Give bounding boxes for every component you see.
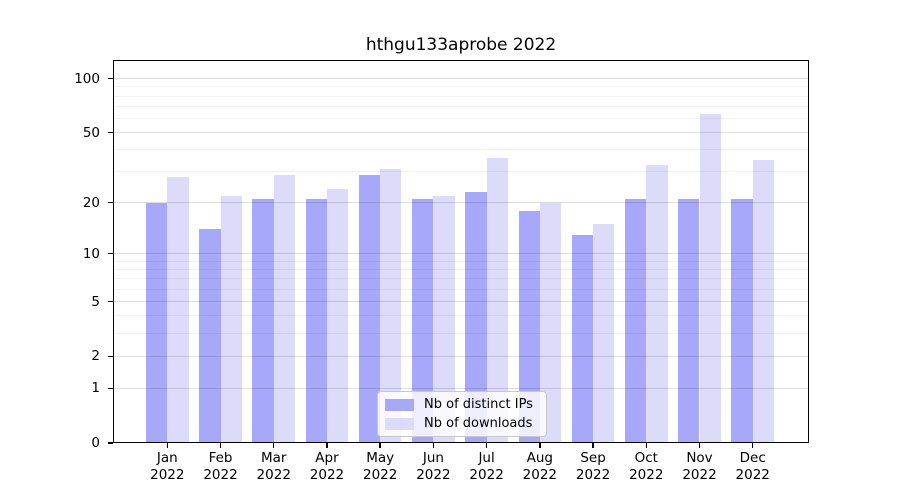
x-tick-label-may: May 2022 (362, 450, 398, 483)
y-tick-0 (108, 442, 113, 444)
gridline-major-50 (113, 132, 809, 134)
gridline-major-5 (113, 301, 809, 303)
x-tick-may (379, 443, 381, 448)
bar-nb-of-distinct-ips-sep (571, 234, 594, 443)
x-tick-jun (432, 443, 435, 448)
x-tick-mar (273, 443, 275, 448)
x-tick-nov (698, 443, 701, 448)
y-tick-50 (108, 131, 113, 134)
legend-label-downloads: Nb of downloads (424, 416, 533, 431)
gridline-minor-7 (113, 278, 809, 280)
bar-nb-of-downloads-apr (326, 188, 349, 443)
x-tick-label-jun: Jun 2022 (416, 450, 451, 483)
bar-nb-of-downloads-may (380, 169, 402, 443)
bar-nb-of-distinct-ips-mar (252, 199, 274, 443)
y-tick-label-10: 10 (82, 245, 100, 262)
y-tick-2 (108, 355, 113, 357)
bar-nb-of-downloads-feb (220, 195, 242, 443)
x-tick-label-dec: Dec 2022 (735, 450, 770, 483)
gridline-minor-70 (113, 106, 809, 108)
bar-nb-of-downloads-dec (752, 160, 775, 443)
bar-nb-of-downloads-jan (167, 177, 189, 443)
gridline-major-10 (113, 253, 809, 255)
bar-nb-of-distinct-ips-dec (731, 199, 753, 443)
gridline-minor-60 (113, 118, 809, 119)
bar-nb-of-distinct-ips-feb (199, 229, 221, 443)
downloads-swatch (385, 417, 414, 430)
y-tick-label-100: 100 (74, 70, 100, 87)
bar-nb-of-downloads-sep (593, 224, 615, 443)
gridline-minor-6 (113, 288, 809, 290)
bar-nb-of-downloads-aug (539, 202, 562, 443)
x-tick-oct (645, 443, 647, 448)
x-tick-label-feb: Feb 2022 (203, 450, 238, 483)
bar-nb-of-downloads-mar (273, 174, 296, 443)
plot-area (113, 60, 809, 443)
bar-nb-of-downloads-jul (486, 158, 508, 443)
bar-nb-of-distinct-ips-jan (146, 202, 168, 443)
x-tick-jan (166, 443, 168, 448)
y-tick-1 (108, 387, 113, 389)
legend-item-downloads: Nb of downloads (385, 416, 538, 431)
bar-nb-of-distinct-ips-jun (412, 199, 434, 443)
bar-nb-of-downloads-jun (433, 195, 455, 443)
y-tick-100 (108, 78, 113, 80)
x-tick-aug (539, 443, 541, 448)
x-tick-feb (219, 443, 222, 448)
gridline-minor-80 (113, 95, 809, 97)
legend-label-distinct-ips: Nb of distinct IPs (424, 397, 533, 412)
x-tick-label-apr: Apr 2022 (309, 450, 345, 483)
y-tick-20 (108, 201, 113, 204)
bar-nb-of-downloads-nov (699, 113, 721, 443)
chart-title: hthgu133aprobe 2022 (365, 35, 557, 55)
x-tick-label-sep: Sep 2022 (575, 450, 611, 483)
bar-nb-of-downloads-oct (646, 164, 668, 443)
bar-nb-of-distinct-ips-nov (678, 199, 700, 443)
x-tick-label-jan: Jan 2022 (150, 450, 185, 483)
x-tick-label-oct: Oct 2022 (629, 450, 664, 483)
gridline-minor-3 (113, 333, 809, 335)
gridline-minor-90 (113, 86, 809, 88)
x-tick-sep (592, 443, 594, 448)
gridline-minor-30 (113, 171, 809, 173)
gridline-minor-8 (113, 269, 809, 271)
y-tick-label-1: 1 (91, 380, 100, 397)
y-tick-label-2: 2 (91, 348, 100, 365)
gridline-minor-4 (113, 315, 809, 317)
distinct-ips-swatch (385, 398, 414, 411)
x-tick-label-mar: Mar 2022 (256, 450, 291, 483)
x-tick-dec (752, 443, 754, 448)
gridline-major-100 (113, 78, 809, 80)
gridline-major-2 (113, 355, 809, 357)
y-tick-label-0: 0 (91, 435, 100, 451)
bar-nb-of-distinct-ips-may (358, 174, 381, 443)
gridline-major-20 (113, 202, 809, 204)
y-tick-label-5: 5 (91, 293, 100, 310)
legend: Nb of distinct IPs Nb of downloads (377, 391, 547, 437)
legend-item-distinct-ips: Nb of distinct IPs (385, 397, 538, 412)
x-tick-jul (485, 443, 488, 448)
x-tick-label-nov: Nov 2022 (682, 450, 717, 483)
gridline-minor-9 (113, 260, 809, 262)
bar-nb-of-distinct-ips-apr (305, 199, 327, 443)
bar-nb-of-distinct-ips-oct (624, 199, 647, 443)
gridline-minor-40 (113, 149, 809, 151)
y-tick-label-20: 20 (82, 194, 100, 211)
bar-nb-of-distinct-ips-jul (465, 192, 487, 443)
x-tick-label-aug: Aug 2022 (522, 450, 557, 483)
y-tick-10 (108, 253, 113, 255)
y-tick-5 (108, 300, 113, 303)
x-tick-apr (326, 443, 328, 448)
gridline-major-1 (113, 387, 809, 389)
bar-nb-of-distinct-ips-aug (518, 210, 540, 443)
x-tick-label-jul: Jul 2022 (469, 450, 504, 483)
y-tick-label-50: 50 (82, 124, 100, 141)
